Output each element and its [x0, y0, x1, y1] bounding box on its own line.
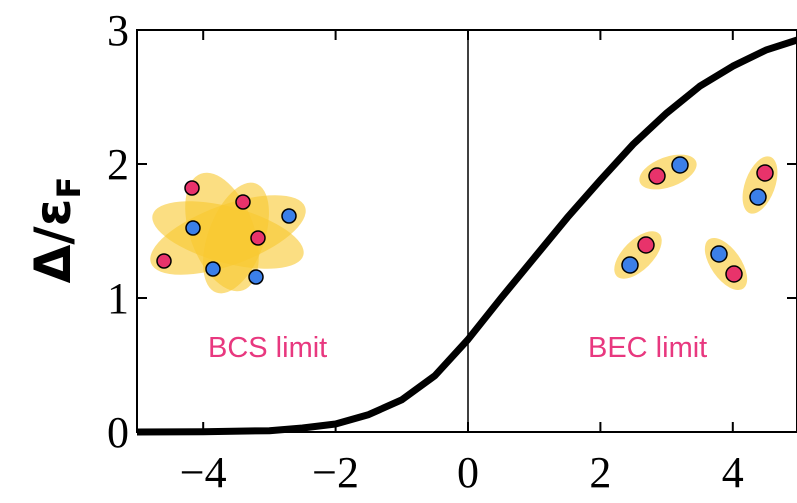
annotation: BEC limit — [588, 332, 707, 364]
y-tick-label: 0 — [107, 408, 129, 457]
bcs-illustration — [141, 163, 316, 302]
x-tick-label: 0 — [457, 448, 479, 497]
y-label-sub: F — [50, 177, 88, 199]
y-label-main: Δ/ε — [24, 199, 82, 284]
x-tick-label: 2 — [589, 448, 611, 497]
y-tick-label: 1 — [107, 274, 129, 323]
x-tick-label: −2 — [312, 448, 359, 497]
x-tick-label: 4 — [722, 448, 744, 497]
x-tick-label: −4 — [180, 448, 227, 497]
y-axis-label: Δ/εF — [24, 177, 88, 284]
y-tick-label: 3 — [107, 6, 129, 55]
y-tick-label: 2 — [107, 140, 129, 189]
chart: BCS limit BEC limit Δ/εF −4 −2 0 2 4 0 1 2 3 — [0, 0, 797, 503]
bec-illustration — [606, 148, 784, 298]
annotation: BCS limit — [208, 332, 327, 364]
